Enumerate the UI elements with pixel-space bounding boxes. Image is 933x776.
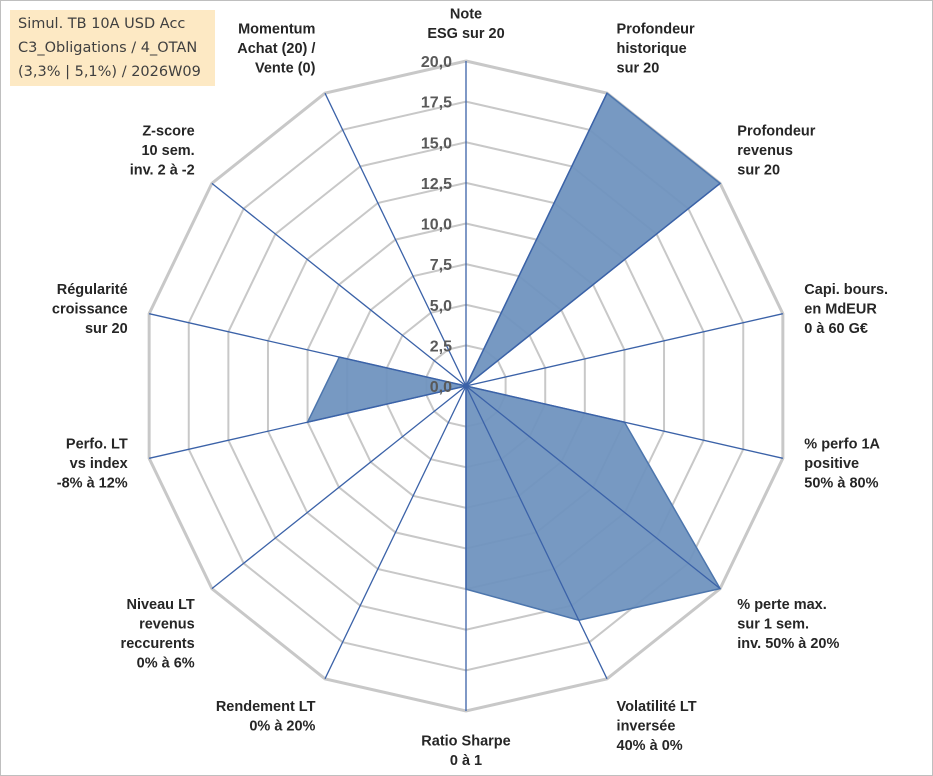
axis-spoke-4 (465, 313, 783, 387)
axis-label-8: Ratio Sharpe 0 à 1 (421, 734, 510, 770)
axis-label-4: Capi. bours. en MdEUR 0 à 60 G€ (804, 282, 888, 337)
axis-label-10: Niveau LT revenus reccurents 0% à 6% (121, 597, 195, 672)
axis-label-6: % perte max. sur 1 sem. inv. 50% à 20% (737, 597, 839, 652)
info-line-period: (3,3% | 5,1%) / 2026W09 (18, 64, 201, 80)
axis-spoke-7 (465, 385, 608, 680)
tick-label-0: 0,0 (430, 379, 452, 396)
axis-spoke-9 (324, 385, 467, 680)
axis-label-3: Profondeur revenus sur 20 (737, 124, 815, 179)
axis-spoke-11 (149, 385, 467, 459)
axis-label-5: % perfo 1A positive 50% à 80% (804, 436, 880, 491)
axis-label-9: Rendement LT 0% à 20% (216, 699, 316, 735)
axis-label-12: Régularité croissance sur 20 (52, 282, 128, 337)
axis-spoke-10 (211, 385, 467, 590)
tick-label-3: 7,5 (430, 257, 452, 274)
axis-spoke-6 (465, 385, 721, 590)
tick-label-6: 15,0 (421, 135, 452, 152)
axis-label-7: Volatilité LT inversée 40% à 0% (617, 699, 697, 754)
tick-label-7: 17,5 (421, 95, 452, 112)
tick-label-1: 2,5 (430, 338, 452, 355)
axis-spoke-2 (465, 92, 608, 387)
tick-label-5: 12,5 (421, 176, 452, 193)
axis-spoke-12 (149, 313, 467, 387)
axis-spoke-13 (211, 182, 467, 387)
series-area (306, 92, 722, 622)
axis-spoke-14 (324, 92, 467, 387)
axis-label-11: Perfo. LT vs index -8% à 12% (57, 436, 128, 491)
axis-spoke-5 (465, 385, 783, 459)
axis-label-13: Z-score 10 sem. inv. 2 à -2 (130, 124, 195, 179)
axis-spoke-3 (465, 182, 721, 387)
info-line-category: C3_Obligations / 4_OTAN (18, 40, 198, 56)
tick-label-4: 10,0 (421, 217, 452, 234)
tick-label-8: 20,0 (421, 54, 452, 71)
axis-label-14: Momentum Achat (20) / Vente (0) (237, 21, 315, 76)
tick-label-2: 5,0 (430, 298, 452, 315)
axis-label-2: Profondeur historique sur 20 (617, 21, 695, 76)
info-line-fund: Simul. TB 10A USD Acc (18, 16, 186, 32)
chart-info-box: Simul. TB 10A USD Acc C3_Obligations / 4… (10, 10, 215, 86)
axis-label-1: Note ESG sur 20 (427, 7, 504, 43)
